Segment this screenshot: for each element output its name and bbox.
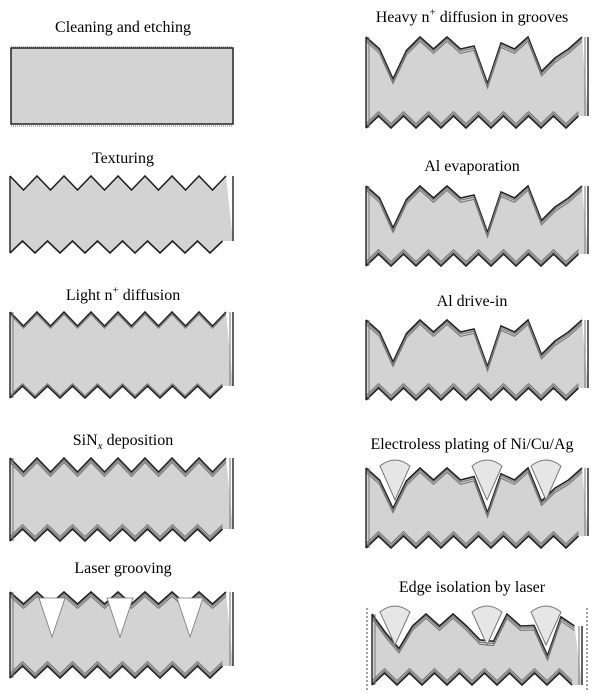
step-label-laser-grooving: Laser grooving — [74, 560, 172, 577]
wafer-heavy-diffusion-bottom-line-1 — [365, 113, 579, 127]
wafer-al-drive-in-body — [366, 320, 588, 400]
wafer-al-drive-in-top-line-2 — [365, 323, 583, 373]
wafer-plating-bottom-line-2 — [365, 530, 579, 545]
wafer-sinx-bottom-line-0 — [9, 527, 224, 543]
wafer-texturing-body — [10, 176, 233, 253]
wafer-al-evaporation-bottom-line-1 — [365, 251, 579, 265]
isolated-contact-3 — [530, 605, 562, 647]
step-label-al-evaporation: Al evaporation — [424, 158, 520, 175]
wafer-cleaning — [10, 47, 234, 125]
wafer-edge-isolation-top-line-1 — [371, 615, 575, 660]
step-label-heavy-diffusion: Heavy n+ diffusion in grooves — [375, 6, 569, 26]
wafer-heavy-diffusion-top-line-2 — [365, 40, 583, 90]
wafer-light-diffusion-top-line-0 — [9, 310, 227, 328]
wafer-edge-isolation-bottom-line-1 — [371, 670, 573, 684]
step-label-cleaning: Cleaning and etching — [55, 19, 191, 36]
wafer-sinx-bottom-line-1 — [9, 526, 223, 540]
wafer-edge-isolation-top-line-0 — [371, 612, 575, 658]
wafer-sinx-body — [10, 458, 233, 541]
step-label-sinx-deposition: SiNx deposition — [72, 432, 174, 453]
step-label-al-drive-in: Al drive-in — [436, 293, 508, 310]
wafer-al-drive-in-top-line-0 — [365, 318, 583, 369]
wafer-edge-isolation-body — [372, 614, 582, 685]
wafer-light-diffusion-bottom-line-0 — [9, 384, 224, 400]
wafer-sinx-top-line-0 — [9, 456, 227, 474]
wafer-al-evaporation-top-line-2 — [365, 189, 583, 239]
laser-groove-1 — [38, 597, 66, 639]
wafer-al-evaporation-bottom-line-0 — [365, 252, 580, 268]
wafer-al-drive-in-top-line-1 — [365, 321, 583, 371]
laser-groove-3 — [176, 597, 204, 639]
wafer-sinx-top-line-2 — [9, 461, 227, 478]
wafer-texturing-top-line-0 — [9, 174, 227, 192]
laser-groove-2 — [106, 597, 134, 639]
step-label-texturing: Texturing — [92, 150, 154, 167]
wafer-heavy-diffusion-bottom-line-0 — [365, 114, 580, 130]
wafer-heavy-diffusion-body — [366, 37, 588, 128]
wafer-al-drive-in-bottom-line-2 — [365, 382, 579, 397]
wafer-heavy-diffusion-top-line-0 — [365, 35, 583, 86]
wafer-light-diffusion-top-line-1 — [9, 313, 227, 329]
wafer-edge-isolation-top-line-2 — [371, 617, 575, 662]
isolated-contact-2 — [471, 605, 503, 647]
plated-contact-1 — [379, 459, 411, 502]
wafer-edge-isolation-bottom-line-2 — [371, 667, 573, 682]
wafer-heavy-diffusion-bottom-line-2 — [365, 110, 579, 125]
wafer-al-evaporation-top-line-1 — [365, 187, 583, 237]
wafer-heavy-diffusion-top-line-1 — [365, 38, 583, 88]
step-label-edge-isolation: Edge isolation by laser — [398, 579, 546, 596]
wafer-al-drive-in-bottom-line-0 — [365, 386, 580, 402]
wafer-laser-grooving-bottom-line-1 — [9, 663, 223, 677]
plated-contact-2 — [471, 459, 503, 502]
wafer-laser-grooving-bottom-line-2 — [9, 660, 223, 675]
wafer-plating-bottom-line-0 — [365, 534, 580, 550]
wafer-texturing-bottom-line-0 — [9, 239, 224, 255]
wafer-light-diffusion-body — [10, 312, 233, 398]
wafer-laser-grooving-body — [10, 592, 233, 678]
wafer-al-evaporation-bottom-line-2 — [365, 248, 579, 263]
isolated-contact-1 — [379, 605, 411, 647]
step-label-light-diffusion: Light n+ diffusion — [65, 284, 181, 304]
wafer-sinx-bottom-line-2 — [9, 523, 223, 538]
wafer-al-drive-in-bottom-line-1 — [365, 385, 579, 399]
wafer-laser-grooving-bottom-line-0 — [9, 664, 224, 680]
wafer-al-evaporation-body — [366, 186, 588, 266]
wafer-light-diffusion-bottom-line-1 — [9, 383, 223, 397]
step-label-plating: Electroless plating of Ni/Cu/Ag — [370, 436, 574, 453]
wafer-plating-bottom-line-1 — [365, 533, 579, 547]
wafer-al-evaporation-top-line-0 — [365, 184, 583, 235]
wafer-sinx-top-line-1 — [9, 459, 227, 475]
wafer-edge-isolation-bottom-line-0 — [371, 671, 573, 687]
wafer-plating-body — [366, 468, 588, 548]
plated-contact-3 — [530, 459, 562, 502]
